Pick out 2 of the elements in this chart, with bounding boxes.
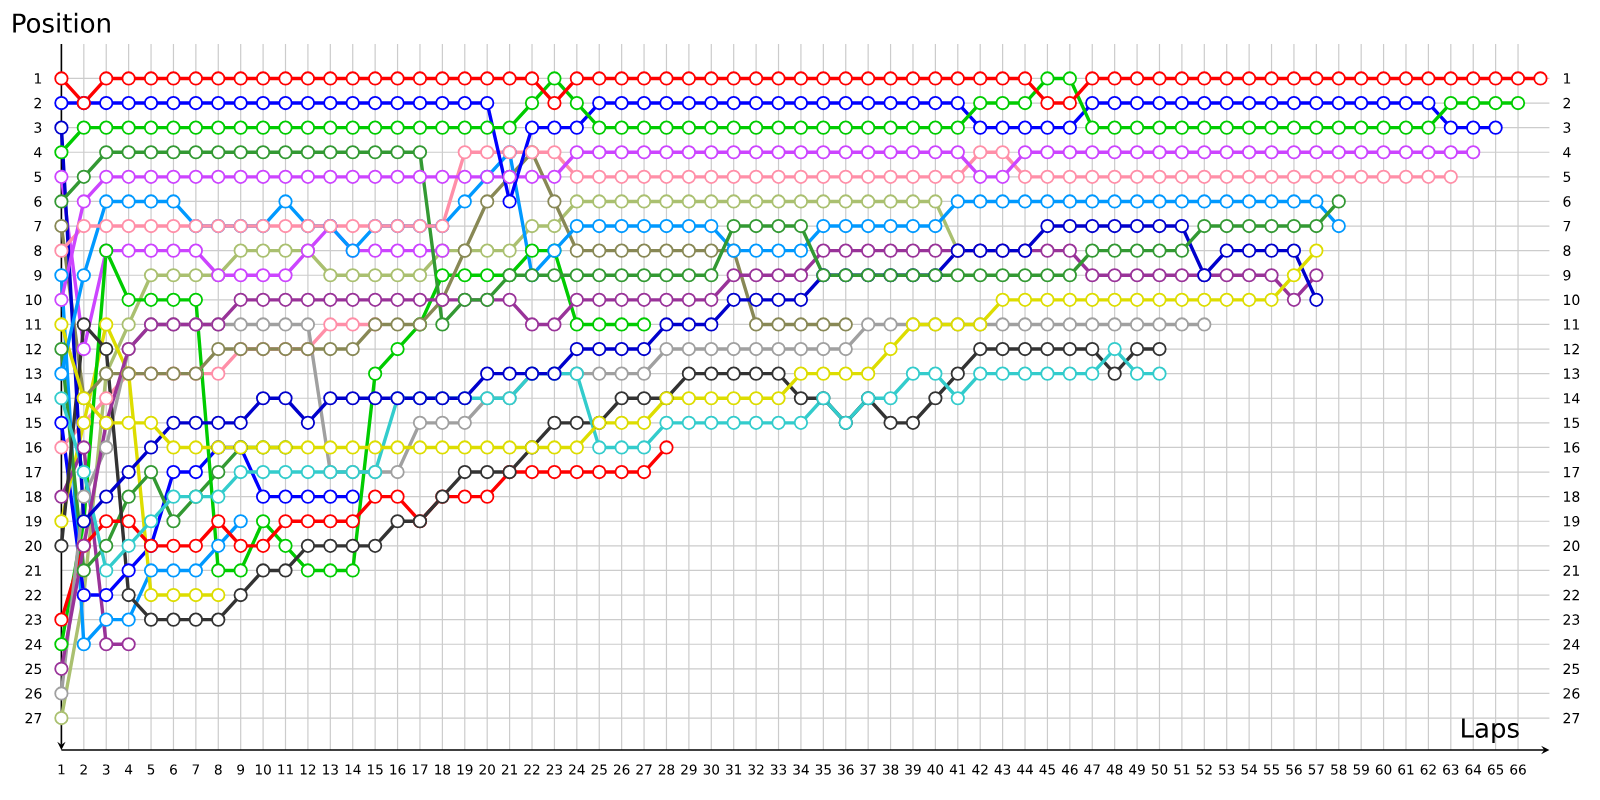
- y-axis-title: Position: [13, 12, 110, 33]
- x-axis-title: Laps: [1462, 718, 1519, 743]
